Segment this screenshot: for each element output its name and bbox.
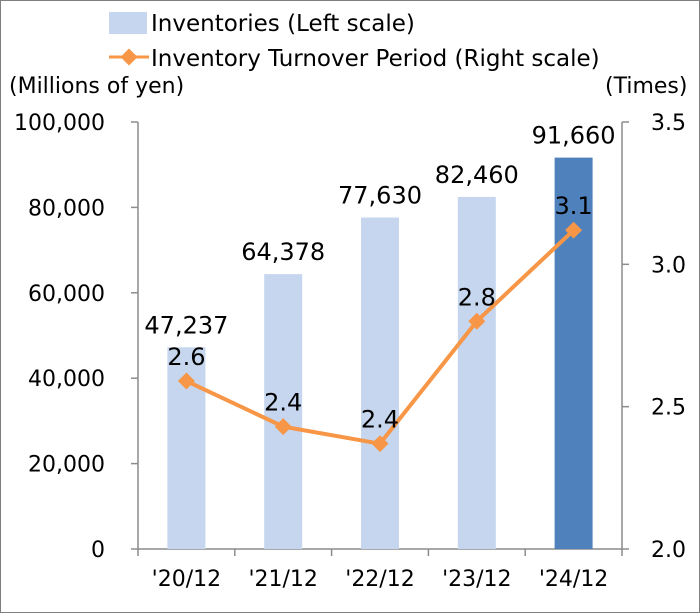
legend-swatch-inventories: [109, 12, 147, 34]
turnover-point: [371, 435, 389, 453]
left-tick-label: 60,000: [28, 282, 105, 307]
inventory-bar-label: 82,460: [435, 161, 519, 189]
legend-marker-turnover: [120, 48, 138, 66]
x-tick-label: '21/12: [248, 567, 317, 592]
x-axis-ticks: '20/12 '21/12 '22/12 '23/12 '24/12: [137, 549, 623, 592]
turnover-label: 2.6: [167, 343, 205, 371]
x-tick-label: '22/12: [345, 567, 414, 592]
right-tick-label: 2.0: [651, 538, 686, 563]
left-axis-ticks: 0 20,000 40,000 60,000 80,000 100,000: [14, 111, 138, 563]
left-tick-label: 100,000: [14, 111, 105, 136]
inventory-bar: [264, 274, 303, 549]
inventory-bar: [457, 196, 496, 549]
turnover-label: 2.8: [458, 283, 496, 311]
turnover-point: [565, 221, 583, 239]
turnover-point: [177, 372, 195, 390]
turnover-point: [274, 418, 292, 436]
inventory-bar-label: 91,660: [532, 122, 616, 150]
inventory-bar-label: 77,630: [338, 182, 422, 210]
turnover-label: 3.1: [555, 192, 593, 220]
right-axis-ticks: 2.0 2.5 3.0 3.5: [622, 111, 686, 563]
right-tick-label: 3.0: [651, 253, 686, 278]
legend-label-inventories: Inventories (Left scale): [151, 11, 415, 37]
left-tick-label: 40,000: [28, 367, 105, 392]
turnover-point: [468, 312, 486, 330]
turnover-label: 2.4: [361, 406, 399, 434]
turnover-line: [177, 221, 583, 453]
right-tick-label: 2.5: [651, 396, 686, 421]
x-tick-label: '24/12: [539, 567, 608, 592]
right-axis-unit: (Times): [605, 74, 687, 99]
left-axis-unit: (Millions of yen): [9, 74, 184, 99]
turnover-label: 2.4: [264, 389, 302, 417]
inventory-bar: [361, 217, 399, 549]
turnover-labels: 2.6 2.4 2.4 2.8 3.1: [167, 192, 592, 434]
inventory-bars: [167, 157, 593, 549]
x-tick-label: '23/12: [442, 567, 511, 592]
legend: Inventories (Left scale) Inventory Turno…: [109, 11, 600, 72]
left-tick-label: 80,000: [28, 196, 105, 221]
x-tick-label: '20/12: [152, 567, 221, 592]
left-tick-label: 20,000: [28, 453, 105, 478]
right-tick-label: 3.5: [651, 111, 686, 136]
inventory-bar-labels: 47,237 64,378 77,630 82,460 91,660: [144, 122, 615, 340]
left-tick-label: 0: [91, 538, 105, 563]
inventory-bar-label: 47,237: [144, 311, 228, 339]
legend-label-turnover: Inventory Turnover Period (Right scale): [151, 46, 600, 72]
inventory-bar-label: 64,378: [241, 238, 325, 266]
